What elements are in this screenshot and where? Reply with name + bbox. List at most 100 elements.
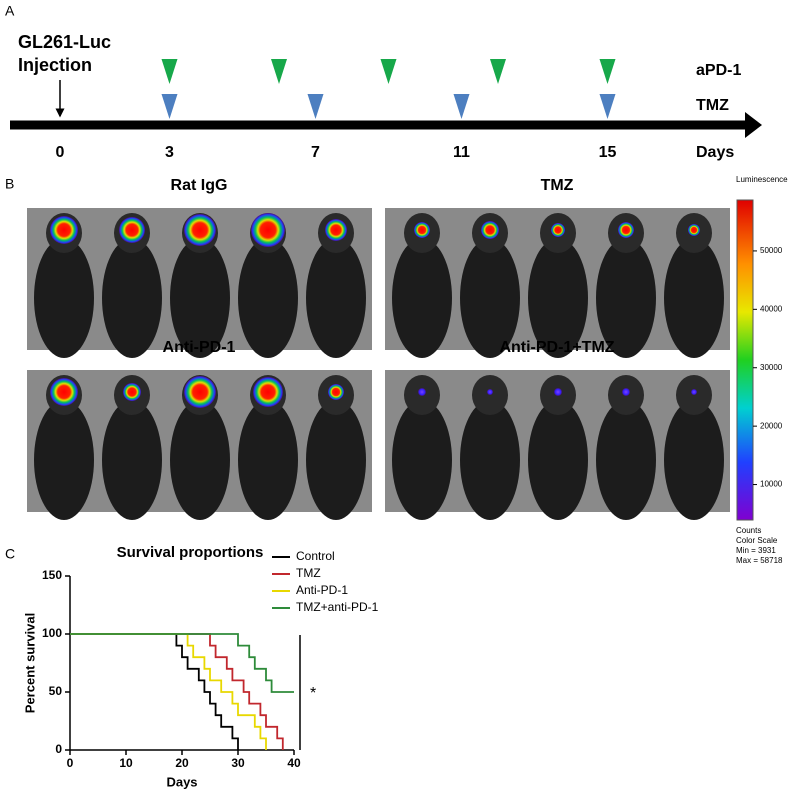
luminescence-signal xyxy=(487,389,493,395)
significance-label: * xyxy=(310,685,316,702)
x-tick-label: 30 xyxy=(231,756,245,770)
colorbar xyxy=(736,199,754,521)
luminescence-signal xyxy=(184,214,216,246)
dose-marker xyxy=(161,94,178,119)
mouse-body xyxy=(528,400,588,520)
chart-title: Survival proportions xyxy=(117,544,264,561)
luminescence-signal xyxy=(123,383,141,401)
x-axis-label: Days xyxy=(166,774,197,789)
panel-label: C xyxy=(5,546,15,562)
x-tick-label: 40 xyxy=(287,756,301,770)
mouse-body xyxy=(664,400,724,520)
luminescence-signal xyxy=(119,217,145,243)
legend-label: Control xyxy=(296,549,335,563)
colorbar-tick-label: 20000 xyxy=(760,421,783,430)
dose-marker xyxy=(453,94,470,119)
mouse-body xyxy=(460,238,520,358)
mouse-body xyxy=(34,238,94,358)
dose-marker xyxy=(380,59,397,84)
y-tick-label: 50 xyxy=(49,684,63,698)
colorbar-unit: Counts xyxy=(736,526,761,535)
colorbar-scale-label: Color Scale xyxy=(736,536,778,545)
group-title: Anti-PD-1 xyxy=(163,339,236,356)
colorbar-tick-label: 30000 xyxy=(760,363,783,372)
mouse-body xyxy=(170,238,230,358)
luminescence-signal xyxy=(325,219,347,241)
mouse-body xyxy=(460,400,520,520)
colorbar-max: Max = 58718 xyxy=(736,556,783,565)
luminescence-signal xyxy=(253,377,283,407)
timeline-tick-label: 11 xyxy=(453,144,470,161)
luminescence-signal xyxy=(418,388,426,396)
panel-label: A xyxy=(5,3,15,19)
injection-label: GL261-Luc xyxy=(18,32,111,52)
luminescence-signal xyxy=(328,384,344,400)
x-tick-label: 0 xyxy=(67,756,74,770)
colorbar-tick-label: 50000 xyxy=(760,246,783,255)
colorbar-min: Min = 3931 xyxy=(736,546,776,555)
mouse-body xyxy=(392,400,452,520)
luminescence-signal xyxy=(50,378,78,406)
colorbar-tick-label: 40000 xyxy=(760,304,783,313)
legend-label: Anti-PD-1 xyxy=(296,583,348,597)
mouse-body xyxy=(306,400,366,520)
x-tick-label: 10 xyxy=(119,756,133,770)
mouse-body xyxy=(102,238,162,358)
luminescence-signal xyxy=(554,388,562,396)
luminescence-signal xyxy=(251,213,285,247)
dose-marker xyxy=(599,59,616,84)
survival-curve xyxy=(70,633,294,693)
luminescence-signal xyxy=(481,221,499,239)
luminescence-signal xyxy=(184,376,216,408)
legend-label: TMZ xyxy=(296,566,321,580)
dose-marker xyxy=(307,94,324,119)
treatment-label: TMZ xyxy=(696,97,729,114)
group-title: Rat IgG xyxy=(171,177,228,194)
mouse-body xyxy=(392,238,452,358)
y-axis-label: Percent survival xyxy=(22,613,37,713)
injection-label: Injection xyxy=(18,55,92,75)
timeline-arrowhead xyxy=(745,112,762,138)
luminescence-signal xyxy=(622,388,630,396)
mouse-body xyxy=(170,400,230,520)
mouse-body xyxy=(34,400,94,520)
luminescence-signal xyxy=(414,222,430,238)
dose-marker xyxy=(271,59,287,84)
timeline-axis-label: Days xyxy=(696,144,734,161)
timeline-tick-label: 3 xyxy=(165,144,174,161)
panel-label: B xyxy=(5,176,14,192)
treatment-label: aPD-1 xyxy=(696,62,741,79)
mouse-body xyxy=(238,238,298,358)
dose-marker xyxy=(490,59,506,84)
survival-curve xyxy=(70,633,267,750)
x-tick-label: 20 xyxy=(175,756,189,770)
luminescence-signal xyxy=(691,389,697,395)
mouse-body xyxy=(528,238,588,358)
luminescence-signal xyxy=(618,222,634,238)
y-tick-label: 150 xyxy=(42,568,62,582)
luminescence-signal xyxy=(551,223,565,237)
luminescence-signal xyxy=(50,216,78,244)
mouse-body xyxy=(306,238,366,358)
dose-marker xyxy=(161,59,178,84)
colorbar-title: Luminescence xyxy=(736,175,788,184)
timeline-tick-label: 0 xyxy=(56,144,65,161)
survival-curve xyxy=(70,633,284,750)
group-title: Anti-PD-1+TMZ xyxy=(499,339,614,356)
mouse-body xyxy=(102,400,162,520)
survival-curve xyxy=(70,633,239,750)
timeline-tick-label: 15 xyxy=(599,144,617,161)
mouse-body xyxy=(664,238,724,358)
colorbar-tick-label: 10000 xyxy=(760,480,783,489)
group-title: TMZ xyxy=(541,177,574,194)
mouse-body xyxy=(238,400,298,520)
legend-label: TMZ+anti-PD-1 xyxy=(296,600,379,614)
mouse-body xyxy=(596,400,656,520)
mouse-body xyxy=(596,238,656,358)
y-tick-label: 100 xyxy=(42,626,62,640)
y-tick-label: 0 xyxy=(55,742,62,756)
dose-marker xyxy=(599,94,616,119)
timeline-tick-label: 7 xyxy=(311,144,320,161)
luminescence-signal xyxy=(688,224,700,236)
